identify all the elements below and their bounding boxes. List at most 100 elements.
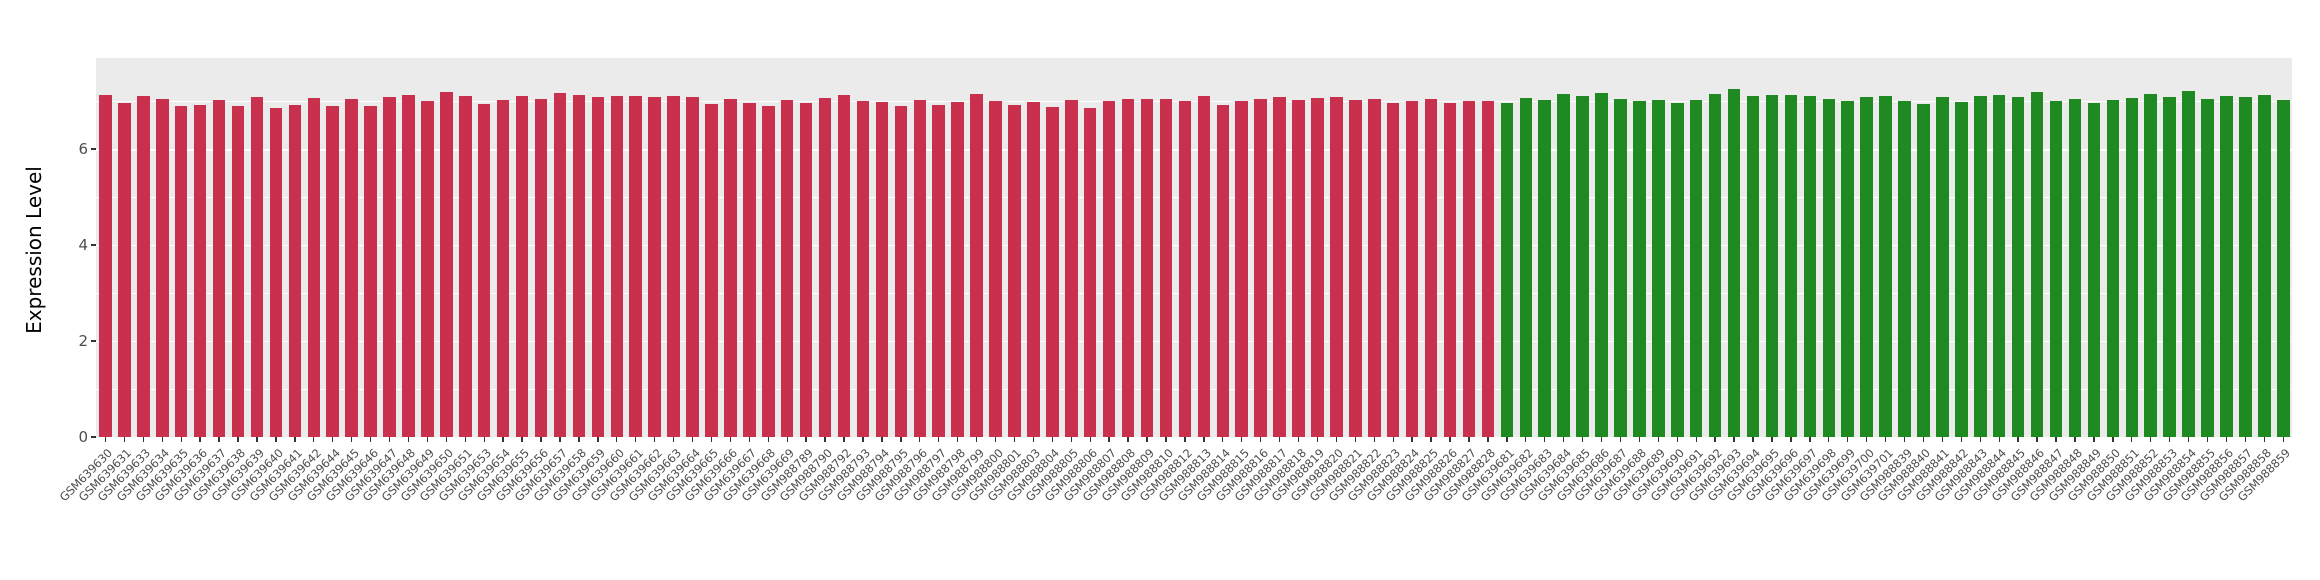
bar[interactable] <box>2182 90 2195 437</box>
bar[interactable] <box>894 105 908 437</box>
bar[interactable] <box>610 96 624 437</box>
bar[interactable] <box>1197 96 1211 437</box>
bar[interactable] <box>1235 101 1248 437</box>
bar[interactable] <box>1538 99 1551 437</box>
bar[interactable] <box>2201 98 2214 437</box>
bar[interactable] <box>1822 98 1836 437</box>
bar[interactable] <box>856 101 870 437</box>
bar[interactable] <box>932 104 945 437</box>
bar[interactable] <box>2144 94 2157 437</box>
bar[interactable] <box>1405 101 1419 437</box>
bar[interactable] <box>1784 95 1798 437</box>
bar[interactable] <box>1027 101 1040 437</box>
bar[interactable] <box>970 94 983 437</box>
bar[interactable] <box>1689 100 1703 437</box>
bar[interactable] <box>364 105 377 437</box>
bar[interactable] <box>2220 96 2233 437</box>
bar[interactable] <box>1746 96 1760 437</box>
bar[interactable] <box>1595 93 1608 437</box>
bar[interactable] <box>837 95 851 437</box>
bar[interactable] <box>515 95 529 437</box>
bar[interactable] <box>1727 89 1741 437</box>
bar[interactable] <box>1216 105 1230 437</box>
bar[interactable] <box>1765 95 1779 437</box>
bar[interactable] <box>1481 101 1495 437</box>
bar[interactable] <box>989 101 1002 437</box>
bar[interactable] <box>686 96 699 437</box>
bar[interactable] <box>667 96 680 437</box>
bar[interactable] <box>1046 106 1059 437</box>
bar[interactable] <box>818 98 832 437</box>
bar[interactable] <box>269 108 283 437</box>
bar[interactable] <box>629 96 642 437</box>
bar[interactable] <box>553 92 567 437</box>
bar[interactable] <box>2087 103 2101 437</box>
bar[interactable] <box>1386 102 1400 437</box>
bar[interactable] <box>705 104 718 437</box>
bar[interactable] <box>1102 101 1116 437</box>
bar[interactable] <box>1424 99 1438 437</box>
bar[interactable] <box>99 95 112 437</box>
bar[interactable] <box>1860 97 1873 437</box>
bar[interactable] <box>1178 100 1192 437</box>
bar[interactable] <box>1936 97 1949 437</box>
bar[interactable] <box>118 102 131 437</box>
bar[interactable] <box>440 91 453 437</box>
bar[interactable] <box>2011 96 2025 437</box>
bar[interactable] <box>137 96 150 437</box>
bar[interactable] <box>1633 101 1646 437</box>
bar[interactable] <box>799 102 813 437</box>
bar[interactable] <box>1898 101 1911 437</box>
bar[interactable] <box>572 95 586 437</box>
bar[interactable] <box>1652 99 1665 437</box>
bar[interactable] <box>1349 100 1362 437</box>
bar[interactable] <box>1879 96 1892 437</box>
bar[interactable] <box>1443 103 1457 437</box>
bar[interactable] <box>1974 96 1987 437</box>
bar[interactable] <box>2030 91 2044 437</box>
bar[interactable] <box>1330 96 1343 437</box>
bar[interactable] <box>2239 97 2252 437</box>
bar[interactable] <box>2068 98 2082 437</box>
bar[interactable] <box>875 102 889 437</box>
bar[interactable] <box>1140 99 1154 437</box>
bar[interactable] <box>1292 100 1305 437</box>
bar[interactable] <box>1159 98 1173 437</box>
bar[interactable] <box>1311 98 1324 437</box>
bar[interactable] <box>345 98 358 437</box>
bar[interactable] <box>156 99 169 437</box>
bar[interactable] <box>1519 97 1533 437</box>
bar[interactable] <box>724 99 737 437</box>
bar[interactable] <box>1368 98 1381 437</box>
bar[interactable] <box>534 98 548 437</box>
bar[interactable] <box>326 105 339 437</box>
bar[interactable] <box>193 105 207 437</box>
bar[interactable] <box>459 96 472 437</box>
bar[interactable] <box>743 102 756 437</box>
bar[interactable] <box>951 102 964 437</box>
bar[interactable] <box>913 100 927 437</box>
bar[interactable] <box>591 97 605 437</box>
bar[interactable] <box>1500 102 1514 437</box>
bar[interactable] <box>1065 100 1078 437</box>
bar[interactable] <box>402 94 415 437</box>
bar[interactable] <box>250 97 264 437</box>
bar[interactable] <box>2106 99 2120 437</box>
bar[interactable] <box>307 98 321 437</box>
bar[interactable] <box>1671 102 1684 437</box>
bar[interactable] <box>2163 96 2176 437</box>
bar[interactable] <box>1992 94 2006 437</box>
bar[interactable] <box>421 101 434 437</box>
bar[interactable] <box>1955 102 1968 437</box>
bar[interactable] <box>383 96 396 437</box>
bar[interactable] <box>1841 101 1854 437</box>
bar[interactable] <box>2258 95 2271 437</box>
bar[interactable] <box>212 99 226 437</box>
bar[interactable] <box>2277 100 2290 437</box>
bar[interactable] <box>2125 97 2139 437</box>
bar[interactable] <box>288 104 302 437</box>
bar[interactable] <box>762 105 775 437</box>
bar[interactable] <box>1917 104 1930 437</box>
bar[interactable] <box>2049 100 2063 437</box>
bar[interactable] <box>1254 99 1267 437</box>
